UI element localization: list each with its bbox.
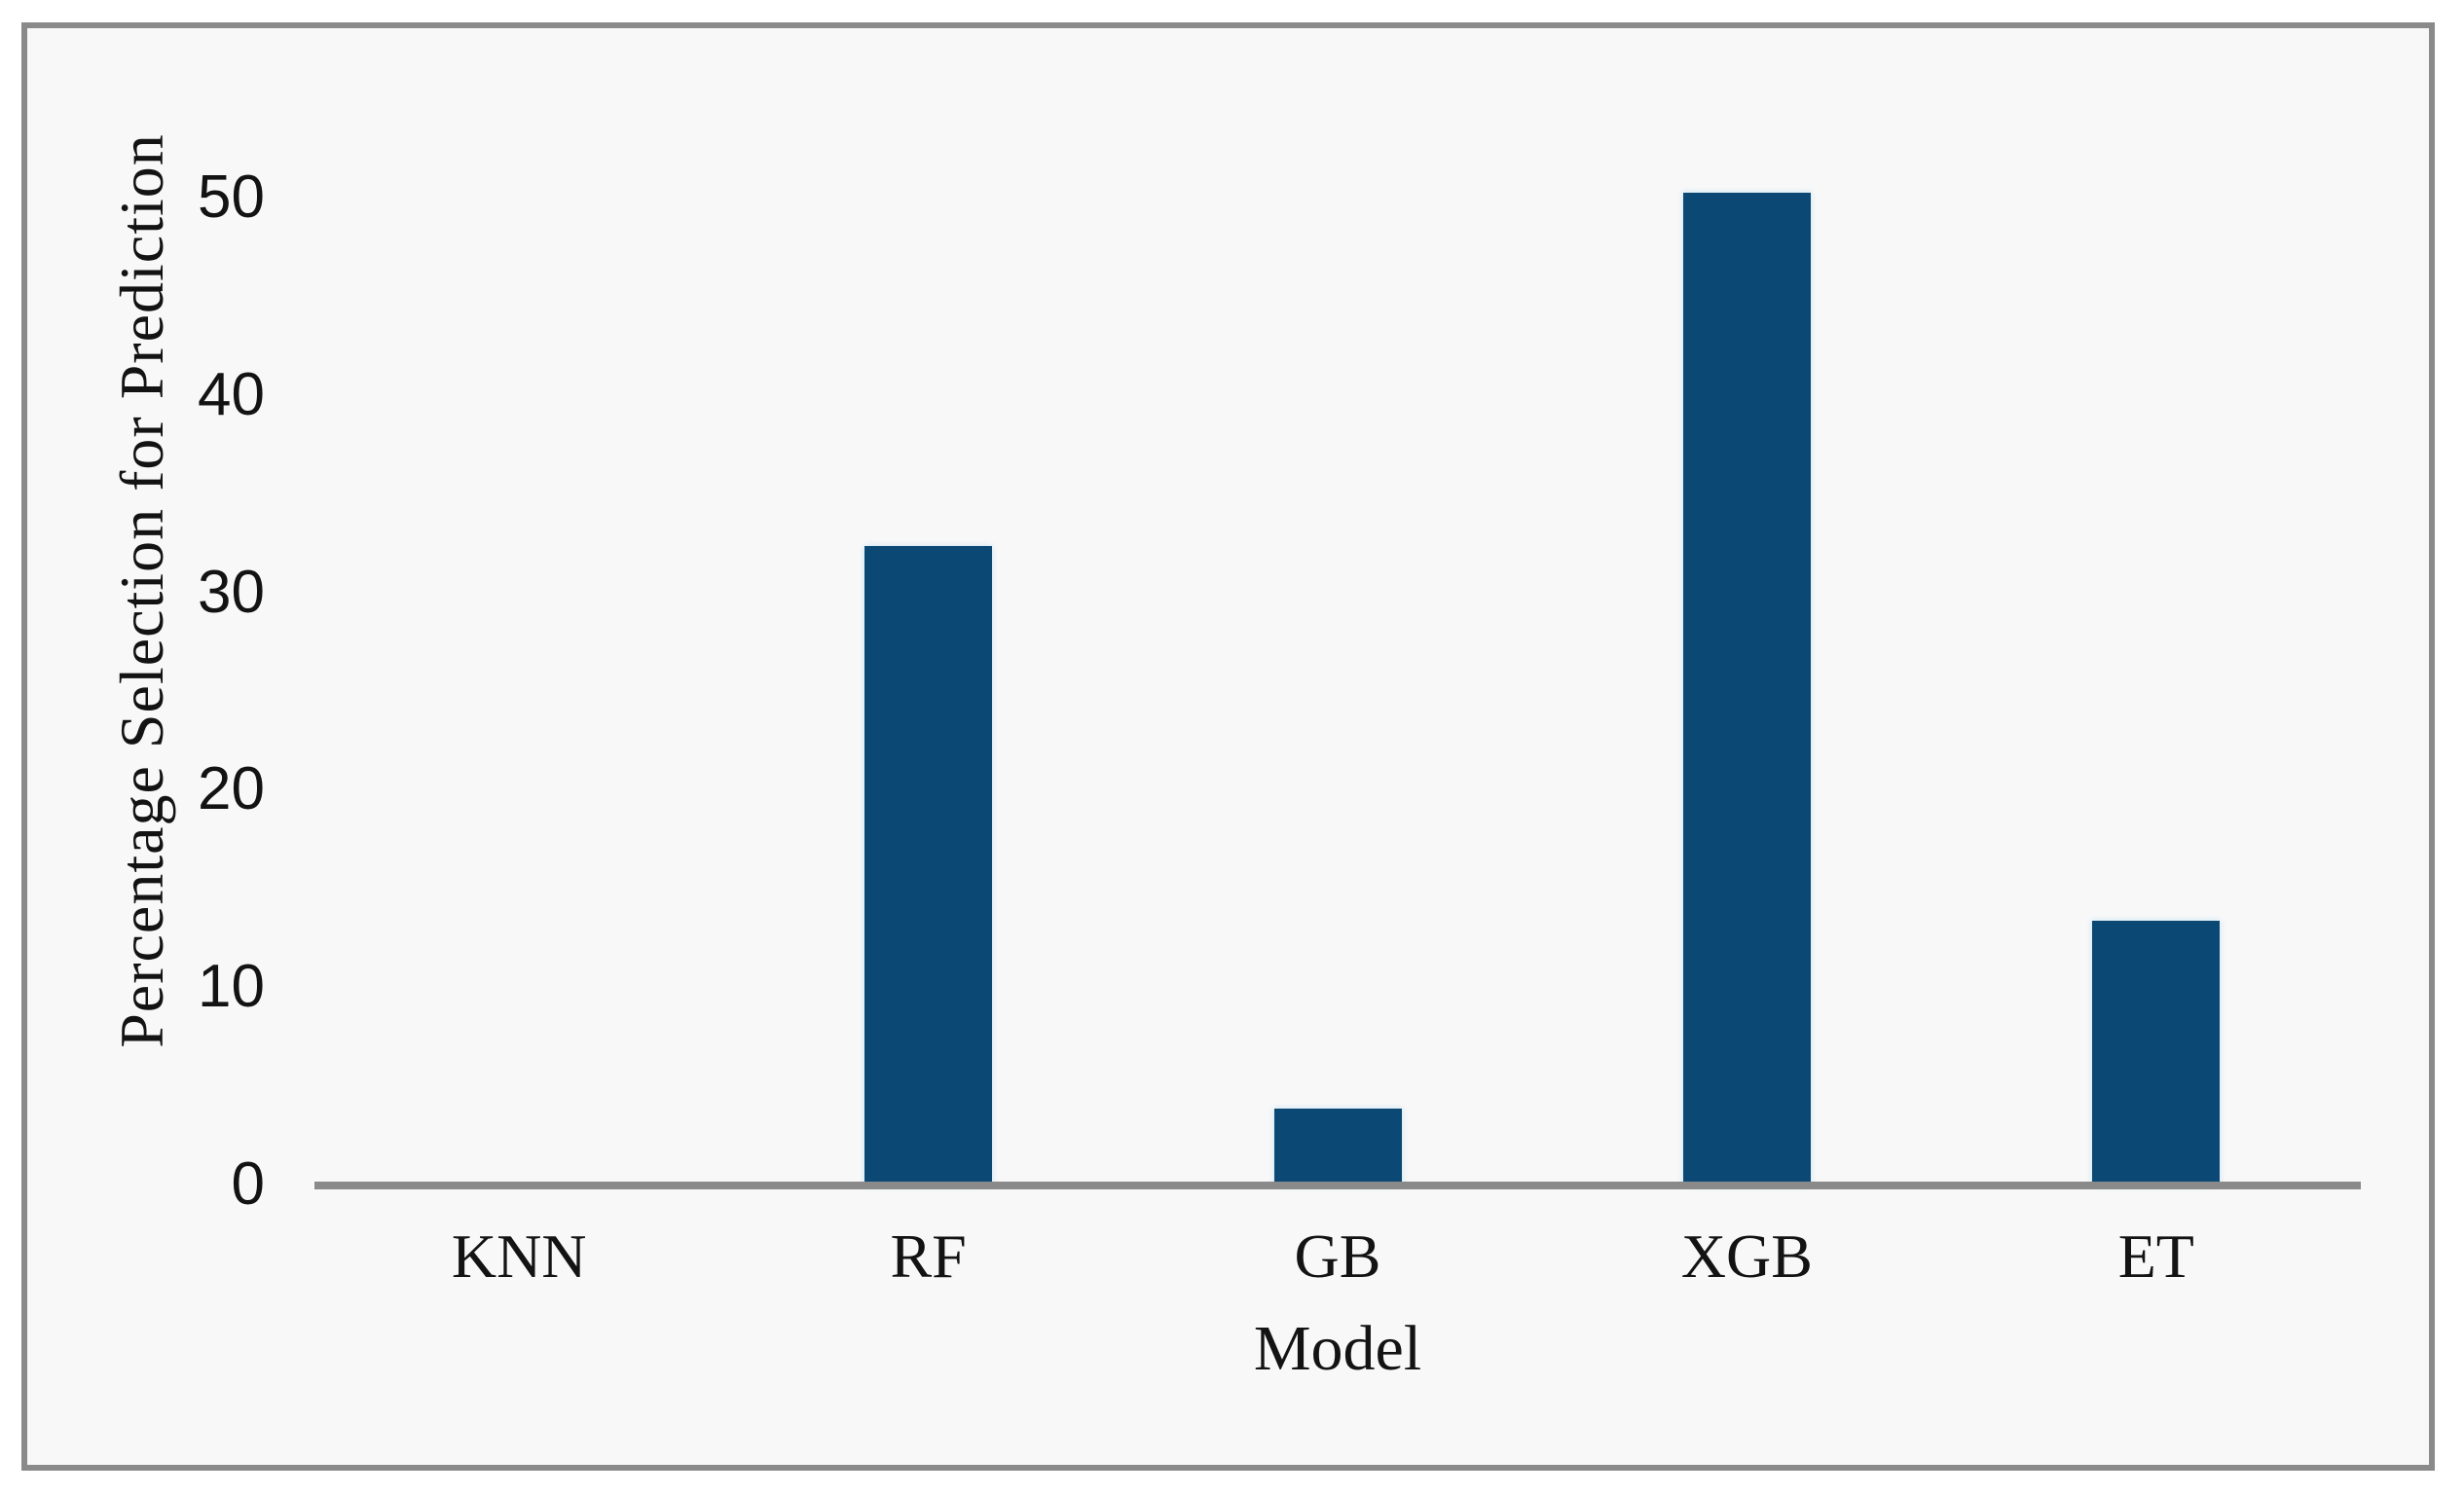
bar-xgb xyxy=(1682,192,1811,1185)
bar-gb xyxy=(1273,1108,1402,1185)
y-tick-label-0: 0 xyxy=(231,1149,265,1218)
x-tick-label-knn: KNN xyxy=(451,1222,587,1291)
bar-et xyxy=(2092,921,2221,1185)
y-tick-label-30: 30 xyxy=(198,558,265,626)
x-tick-label-xgb: XGB xyxy=(1680,1222,1813,1291)
y-tick-label-20: 20 xyxy=(198,755,265,823)
x-tick-label-rf: RF xyxy=(890,1222,967,1291)
x-axis-line xyxy=(314,1182,2361,1189)
figure-border-frame xyxy=(21,22,2435,1471)
bar-rf xyxy=(864,545,993,1185)
x-tick-label-et: ET xyxy=(2117,1222,2194,1291)
y-tick-label-40: 40 xyxy=(198,360,265,428)
x-axis-title: Model xyxy=(1253,1313,1422,1384)
y-tick-label-10: 10 xyxy=(198,952,265,1020)
x-tick-label-gb: GB xyxy=(1294,1222,1381,1291)
y-tick-label-50: 50 xyxy=(198,163,265,231)
